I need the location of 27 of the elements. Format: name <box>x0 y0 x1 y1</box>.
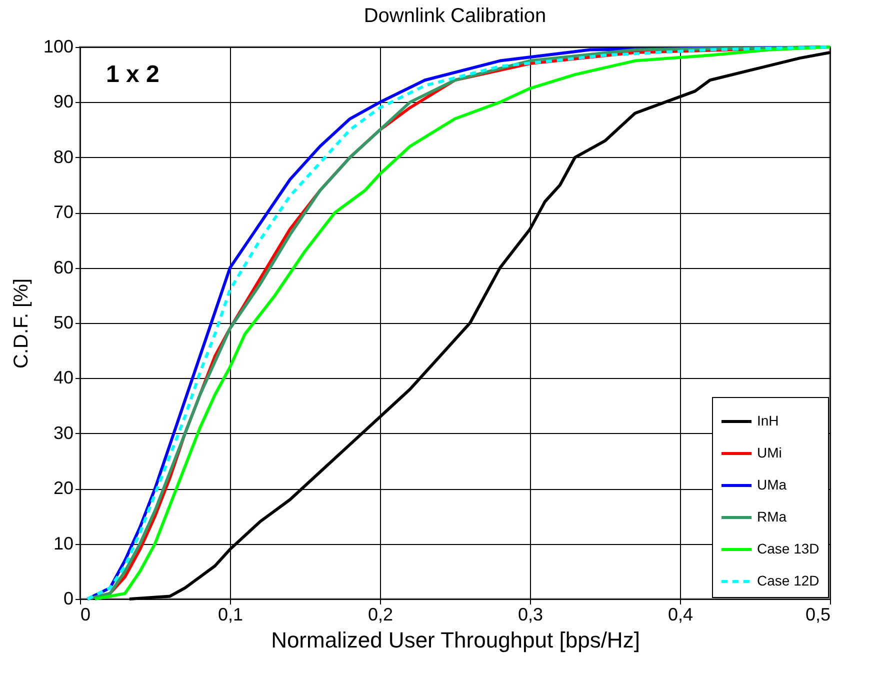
y-tick-label: 30 <box>53 422 74 443</box>
legend-label: RMa <box>757 508 787 524</box>
y-tick-label: 50 <box>53 312 74 332</box>
annotation: 1 x 2 <box>106 61 160 88</box>
x-tick-label: 0,3 <box>518 604 544 624</box>
y-tick-label: 10 <box>53 533 74 554</box>
x-tick-label: 0,1 <box>218 604 244 624</box>
y-tick-label: 40 <box>53 368 74 388</box>
x-tick-label: 0,4 <box>668 604 694 624</box>
y-tick-label: 70 <box>53 202 74 222</box>
legend-label: Case 13D <box>757 540 820 556</box>
y-tick-label: 0 <box>63 588 74 608</box>
x-tick-label: 0,2 <box>368 604 394 624</box>
x-tick-label: 0 <box>80 604 91 624</box>
legend-label: UMi <box>757 444 782 460</box>
y-tick-label: 100 <box>43 36 74 56</box>
legend-label: UMa <box>757 476 787 492</box>
chart-title: Downlink Calibration <box>364 5 546 27</box>
y-tick-label: 60 <box>53 257 74 278</box>
x-tick-label: 0,5 <box>805 604 830 624</box>
y-tick-label: 90 <box>53 92 74 112</box>
legend-label: InH <box>757 412 779 428</box>
x-axis-title: Normalized User Throughput [bps/Hz] <box>271 628 640 652</box>
y-axis-title: C.D.F. [%] <box>10 278 32 369</box>
y-tick-label: 80 <box>53 146 74 167</box>
legend-label: Case 12D <box>757 572 820 588</box>
y-tick-label: 20 <box>53 478 74 498</box>
